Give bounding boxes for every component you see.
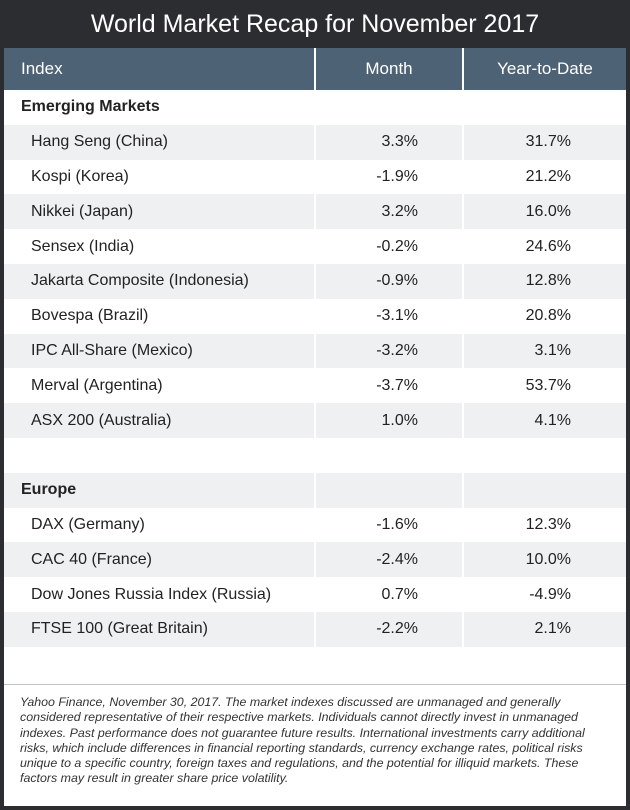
cell-month: 1.0% — [314, 403, 462, 438]
cell-index: Bovespa (Brazil) — [31, 307, 149, 325]
cell-month: -1.9% — [314, 159, 462, 195]
cell-ytd: 10.0% — [462, 542, 626, 578]
cell-month: -3.2% — [314, 333, 462, 369]
cell-ytd: 24.6% — [462, 229, 626, 264]
table-row: CAC 40 (France) -2.4% 10.0% — [4, 542, 626, 578]
table-row: Merval (Argentina) -3.7% 53.7% — [4, 368, 626, 404]
table-body: Emerging Markets Hang Seng (China) 3.3% … — [4, 90, 626, 682]
cell-month: -0.9% — [314, 263, 462, 299]
cell-month: -2.4% — [314, 542, 462, 578]
cell-ytd: 31.7% — [462, 124, 626, 160]
cell-index — [4, 647, 314, 682]
cell-index: Merval (Argentina) — [31, 376, 163, 394]
cell-month — [314, 90, 462, 125]
cell-index: Nikkei (Japan) — [31, 202, 134, 220]
cell-index: DAX (Germany) — [31, 515, 145, 533]
table-row: Dow Jones Russia Index (Russia) 0.7% -4.… — [4, 577, 626, 612]
cell-month: -3.1% — [314, 298, 462, 334]
section-header-europe: Europe — [4, 472, 626, 508]
header-month: Month — [314, 48, 462, 90]
cell-ytd — [462, 646, 626, 682]
table-header: Index Month Year-to-Date — [4, 48, 626, 90]
cell-index: Jakarta Composite (Indonesia) — [31, 272, 249, 290]
cell-index: ASX 200 (Australia) — [31, 411, 172, 429]
table-row: Hang Seng (China) 3.3% 31.7% — [4, 124, 626, 160]
cell-ytd: 3.1% — [462, 333, 626, 369]
cell-ytd: 12.8% — [462, 263, 626, 299]
cell-ytd — [462, 90, 626, 125]
cell-index: CAC 40 (France) — [31, 550, 152, 568]
table-row: Kospi (Korea) -1.9% 21.2% — [4, 159, 626, 195]
cell-ytd: 16.0% — [462, 194, 626, 230]
table-row-spacer — [4, 646, 626, 682]
cell-ytd: 4.1% — [462, 403, 626, 438]
source-footnote: Yahoo Finance, November 30, 2017. The ma… — [4, 684, 626, 806]
cell-month: -2.2% — [314, 611, 462, 647]
header-ytd: Year-to-Date — [462, 48, 626, 90]
cell-index: Kospi (Korea) — [31, 167, 129, 185]
cell-index — [4, 438, 314, 473]
cell-ytd — [462, 472, 626, 508]
table-row: Nikkei (Japan) 3.2% 16.0% — [4, 194, 626, 230]
section-header-emerging: Emerging Markets — [4, 90, 626, 125]
cell-month — [314, 437, 462, 473]
cell-month: -0.2% — [314, 229, 462, 264]
table-row: FTSE 100 (Great Britain) -2.2% 2.1% — [4, 611, 626, 647]
cell-index: FTSE 100 (Great Britain) — [31, 620, 208, 638]
cell-month — [314, 646, 462, 682]
cell-month: 3.3% — [314, 124, 462, 160]
table-row: ASX 200 (Australia) 1.0% 4.1% — [4, 403, 626, 438]
cell-month: 0.7% — [314, 577, 462, 612]
cell-index: Dow Jones Russia Index (Russia) — [31, 585, 272, 603]
cell-ytd: 12.3% — [462, 507, 626, 543]
cell-ytd: 21.2% — [462, 159, 626, 195]
table-row: Jakarta Composite (Indonesia) -0.9% 12.8… — [4, 263, 626, 299]
cell-month: -3.7% — [314, 368, 462, 404]
header-index: Index — [21, 59, 63, 78]
cell-ytd: 2.1% — [462, 611, 626, 647]
cell-ytd — [462, 437, 626, 473]
cell-index: Emerging Markets — [21, 98, 160, 116]
cell-index: Europe — [21, 481, 77, 499]
cell-month — [314, 472, 462, 508]
table-row: Bovespa (Brazil) -3.1% 20.8% — [4, 298, 626, 334]
table-row: Sensex (India) -0.2% 24.6% — [4, 229, 626, 264]
cell-index: Sensex (India) — [31, 237, 135, 255]
cell-index: Hang Seng (China) — [31, 133, 168, 151]
cell-index: IPC All-Share (Mexico) — [31, 341, 193, 359]
cell-month: 3.2% — [314, 194, 462, 230]
page-title: World Market Recap for November 2017 — [90, 10, 540, 38]
cell-ytd: 20.8% — [462, 298, 626, 334]
cell-ytd: -4.9% — [462, 577, 626, 612]
table-row-spacer — [4, 437, 626, 473]
cell-month: -1.6% — [314, 507, 462, 543]
table-panel: Index Month Year-to-Date Emerging Market… — [4, 48, 626, 806]
table-row: DAX (Germany) -1.6% 12.3% — [4, 507, 626, 543]
cell-ytd: 53.7% — [462, 368, 626, 404]
table-row: IPC All-Share (Mexico) -3.2% 3.1% — [4, 333, 626, 369]
